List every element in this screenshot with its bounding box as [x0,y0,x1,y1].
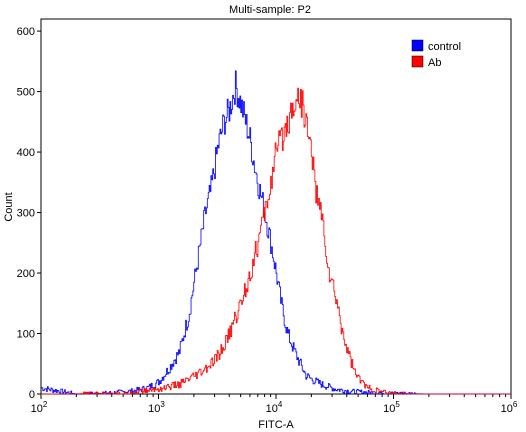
series-layer [41,70,511,395]
x-tick-label: 104 [266,400,283,415]
y-tick-label: 300 [17,208,35,220]
legend-swatch-control [411,39,424,52]
x-axis-title: FITC-A [258,419,294,431]
x-tick-label-exponent: 5 [395,400,400,409]
x-tick-label-exponent: 2 [43,400,48,409]
y-axis: 0 100 200 300 400 500 600 [17,26,41,401]
x-tick-label-base: 10 [383,403,395,415]
legend-label-ab: Ab [428,57,441,69]
x-tick-label-base: 10 [148,403,160,415]
x-tick-label-exponent: 6 [513,400,518,409]
y-tick-label: 500 [17,87,35,99]
series-line-control [41,70,511,395]
y-tick-label: 400 [17,147,35,159]
legend-swatch-ab [411,55,424,68]
y-tick-label: 600 [17,26,35,38]
series-line-ab [41,87,511,395]
x-tick-label-base: 10 [266,403,278,415]
x-axis: 102 103 104 105 106 [31,394,518,415]
x-tick-label: 103 [148,400,165,415]
chart-title: Multi-sample: P2 [229,4,311,16]
x-tick-label-exponent: 4 [278,400,283,409]
x-tick-label: 102 [31,400,48,415]
y-tick-label: 0 [29,389,35,401]
y-tick-label: 200 [17,268,35,280]
x-tick-label: 105 [383,400,400,415]
y-axis-title: Count [3,192,15,221]
x-tick-label: 106 [501,400,518,415]
legend: control Ab [411,39,461,69]
y-tick-label: 100 [17,329,35,341]
plot-frame [40,18,512,395]
x-tick-label-base: 10 [501,403,513,415]
x-tick-label-exponent: 3 [160,400,165,409]
x-tick-label-base: 10 [31,403,43,415]
legend-label-control: control [428,41,461,53]
